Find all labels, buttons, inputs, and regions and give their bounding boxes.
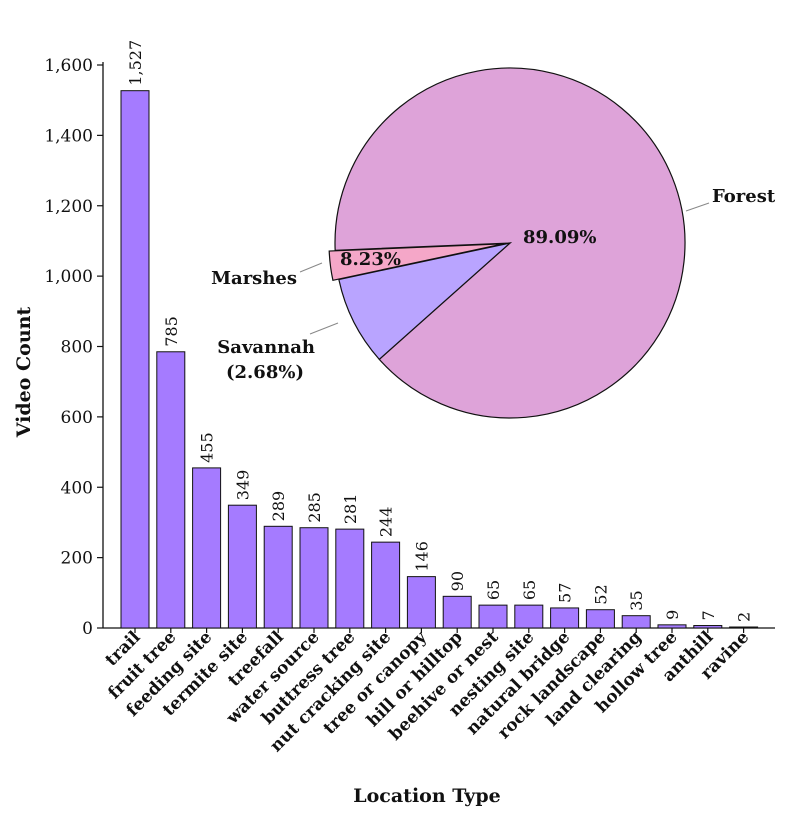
y-tick-label: 1,000 — [44, 267, 93, 287]
bar-value-label: 2 — [735, 612, 754, 622]
y-tick-label: 800 — [61, 338, 93, 358]
bar — [514, 604, 544, 629]
pie-leader-line — [299, 262, 323, 273]
bar — [156, 351, 186, 629]
y-tick-label: 1,600 — [44, 56, 93, 76]
bar-value-label: 90 — [448, 571, 467, 591]
bar — [729, 626, 759, 629]
pie-slice-percent: 89.09% — [523, 227, 596, 248]
pie-slice-label: Forest — [712, 186, 776, 207]
bar-value-label: 7 — [699, 610, 718, 620]
bar-series: 1,527 785 455 349 289 285 281 244 146 90 65 65 57 52 3… — [120, 40, 759, 629]
bar-value-label: 244 — [377, 507, 396, 538]
bar-value-label: 785 — [162, 316, 181, 347]
bar — [263, 525, 293, 629]
bar — [657, 624, 687, 629]
bar-value-label: 455 — [198, 432, 217, 463]
pie-slice — [328, 243, 505, 281]
pie-slice-percent: (2.68%) — [226, 362, 304, 383]
bar — [442, 595, 472, 629]
pie-slice-label: Savannah — [217, 337, 315, 358]
bar-value-label: 52 — [591, 584, 610, 604]
bar — [120, 90, 150, 629]
y-tick-label: 1,400 — [44, 126, 93, 146]
pie-slice-label: Marshes — [211, 268, 297, 289]
bar-value-label: 289 — [269, 491, 288, 522]
bar-value-label: 281 — [341, 494, 360, 525]
bar-value-label: 9 — [663, 610, 682, 620]
bar-value-label: 65 — [520, 580, 539, 600]
bar — [192, 467, 222, 629]
bar — [621, 615, 651, 629]
bar-value-label: 349 — [233, 470, 252, 501]
pie-slice-percent: 8.23% — [340, 249, 401, 270]
bar — [406, 576, 436, 629]
pie-slice — [338, 241, 513, 361]
y-tick-label: 0 — [82, 619, 93, 639]
y-axis-title: Video Count — [13, 307, 35, 439]
pie-chart: Forest 89.09% Marshes 8.23% Savannah (2.68%) — [211, 67, 776, 419]
bar — [227, 504, 257, 629]
bar — [693, 625, 723, 629]
bar-value-label: 146 — [412, 541, 431, 572]
pie-leader-line — [309, 322, 339, 335]
bar-value-label: 285 — [305, 492, 324, 523]
bar-value-label: 35 — [627, 590, 646, 610]
y-tick-label: 1,200 — [44, 197, 93, 217]
bar — [550, 607, 580, 629]
x-axis-title: Location Type — [353, 785, 500, 807]
bar-value-label: 65 — [484, 580, 503, 600]
y-tick-label: 600 — [61, 408, 93, 428]
bar — [335, 528, 365, 629]
bar-value-label: 57 — [556, 583, 575, 603]
bar — [585, 609, 615, 629]
bar — [371, 541, 401, 629]
bar — [299, 527, 329, 629]
y-tick-label: 200 — [61, 549, 93, 569]
bar-value-label: 1,527 — [126, 40, 145, 86]
bar — [478, 604, 508, 629]
y-tick-label: 400 — [61, 478, 93, 498]
pie-leader-line — [685, 202, 710, 212]
